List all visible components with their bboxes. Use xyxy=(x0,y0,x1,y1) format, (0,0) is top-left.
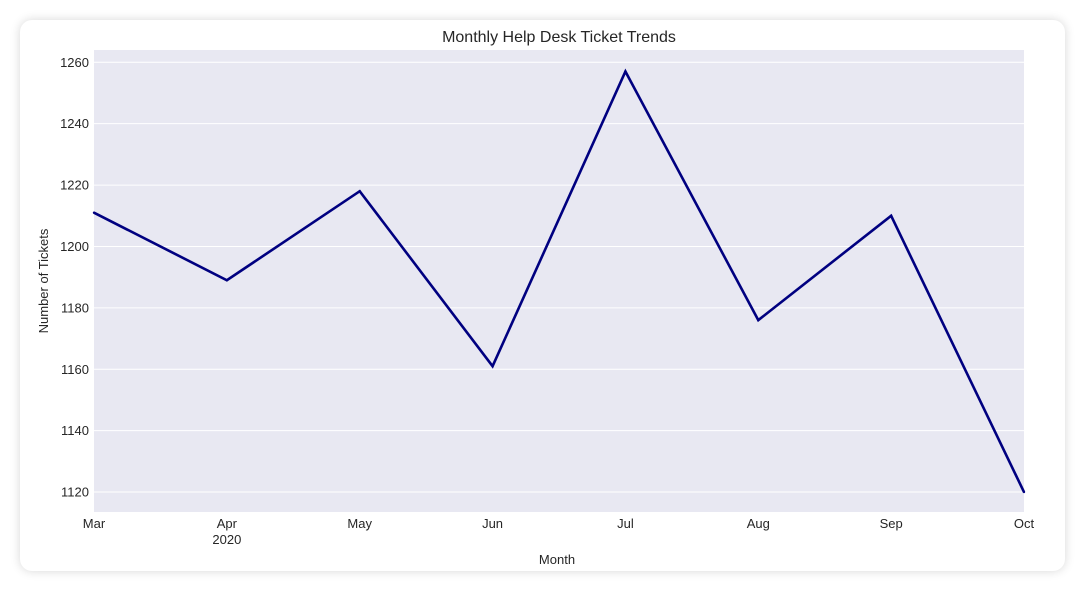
data-point xyxy=(624,70,627,73)
data-point xyxy=(225,279,229,282)
y-tick-label: 1240 xyxy=(60,116,89,131)
plot-area xyxy=(94,50,1024,512)
x-tick-label: Sep xyxy=(880,516,903,531)
data-point xyxy=(491,364,494,368)
y-tick-label: 1180 xyxy=(61,300,89,315)
x-tick-label: Aug xyxy=(747,516,770,531)
data-point xyxy=(1022,490,1026,494)
x-tick-label: Apr xyxy=(217,516,238,531)
data-point xyxy=(757,318,760,322)
y-tick-label: 1140 xyxy=(61,423,89,438)
grid-lines xyxy=(94,61,1024,493)
data-point xyxy=(889,214,893,217)
y-tick-label: 1120 xyxy=(61,485,89,500)
x-year-label: 2020 xyxy=(212,532,241,547)
data-point xyxy=(358,190,361,193)
chart-title: Monthly Help Desk Ticket Trends xyxy=(442,29,676,46)
x-tick-label: Jun xyxy=(482,516,503,531)
data-point xyxy=(92,211,96,214)
x-tick-label: Jul xyxy=(617,516,634,531)
x-axis-label: Month xyxy=(539,552,575,567)
x-tick-label: Oct xyxy=(1014,516,1035,531)
x-tick-labels: Mar Apr May Jun Jul Aug Sep Oct 2020 xyxy=(83,516,1035,547)
y-axis-label: Number of Tickets xyxy=(36,228,51,333)
y-tick-label: 1260 xyxy=(60,55,89,70)
y-tick-label: 1200 xyxy=(60,239,89,254)
series-line xyxy=(93,68,1026,493)
x-tick-label: May xyxy=(347,516,372,531)
y-tick-label: 1220 xyxy=(60,178,89,193)
series-group xyxy=(92,68,1026,494)
y-tick-labels: 1120 1140 1160 1180 1200 1220 1240 1260 xyxy=(60,55,89,500)
x-tick-label: Mar xyxy=(83,516,106,531)
y-tick-label: 1160 xyxy=(61,362,89,377)
